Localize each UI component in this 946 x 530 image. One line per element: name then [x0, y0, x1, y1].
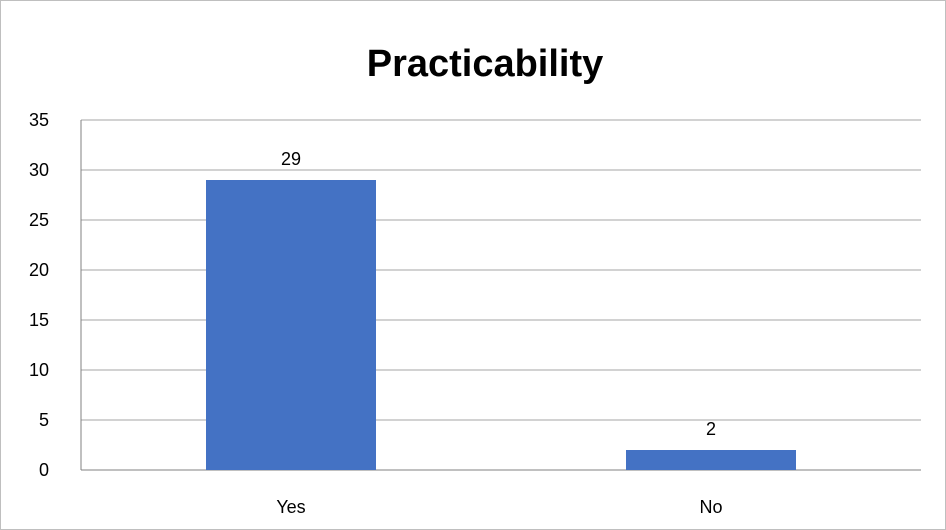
y-tick-label: 10 [29, 360, 49, 380]
x-tick-label-yes: Yes [276, 497, 305, 517]
x-axis-ticks: Yes No [276, 497, 722, 517]
x-tick-label-no: No [699, 497, 722, 517]
y-tick-label: 15 [29, 310, 49, 330]
data-label-yes: 29 [281, 149, 301, 169]
y-tick-label: 35 [29, 110, 49, 130]
y-axis-ticks: 0 5 10 15 20 25 30 35 [29, 110, 49, 480]
bar-no [626, 450, 796, 470]
bars [206, 180, 796, 470]
bar-yes [206, 180, 376, 470]
y-tick-label: 30 [29, 160, 49, 180]
y-tick-label: 20 [29, 260, 49, 280]
y-tick-label: 25 [29, 210, 49, 230]
data-labels: 29 2 [281, 149, 716, 439]
data-label-no: 2 [706, 419, 716, 439]
y-tick-label: 5 [39, 410, 49, 430]
chart-title: Practicability [367, 43, 604, 85]
y-tick-label: 0 [39, 460, 49, 480]
